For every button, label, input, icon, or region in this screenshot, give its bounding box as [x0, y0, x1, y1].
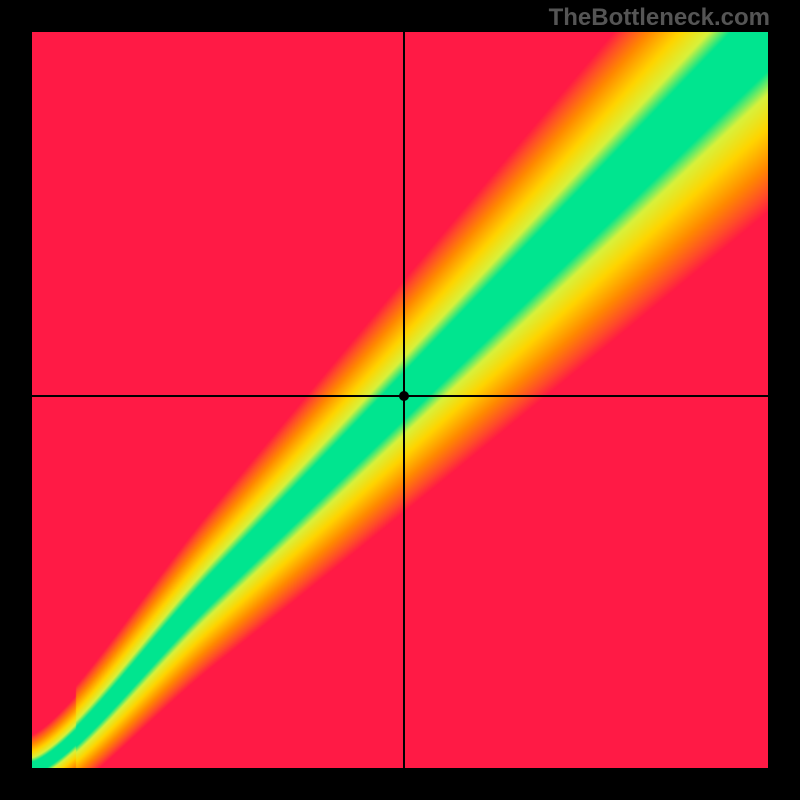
crosshair-dot [399, 391, 409, 401]
watermark-text: TheBottleneck.com [549, 4, 770, 32]
